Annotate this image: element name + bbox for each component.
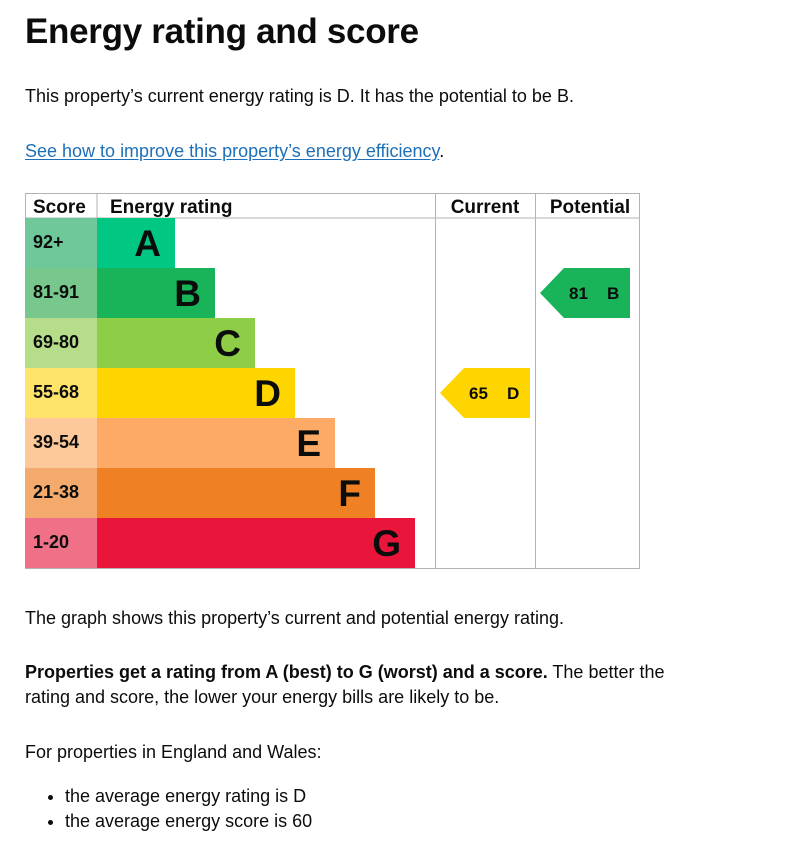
regional-intro: For properties in England and Wales: <box>25 742 322 762</box>
band-row-g: 1-20 G <box>25 518 415 568</box>
rating-bands: 92+ A 81-91 B 69-80 C 55-68 D 39-54 E 21-38 F 1-20 G <box>25 218 415 568</box>
band-row-c: 69-80 C <box>25 318 255 368</box>
band-letter-e: E <box>296 423 321 464</box>
ratings-info-rest: The better the rating and score, the low… <box>25 662 665 707</box>
band-range-e: 39-54 <box>33 432 79 452</box>
graph-caption: The graph shows this property’s current … <box>25 608 564 628</box>
current-rating-marker-letter: D <box>507 384 519 403</box>
band-bar-c <box>97 318 255 368</box>
band-bar-b <box>97 268 215 318</box>
potential-rating-marker-arrow <box>540 268 630 318</box>
average-rating-item: the average energy rating is D <box>65 784 312 809</box>
score-cell-b <box>25 268 97 318</box>
score-cell-a <box>25 218 97 268</box>
page-title: Energy rating and score <box>25 12 419 51</box>
band-range-b: 81-91 <box>33 282 79 302</box>
link-suffix: . <box>439 141 445 161</box>
band-range-g: 1-20 <box>33 532 69 552</box>
band-bar-d <box>97 368 295 418</box>
improve-link-line: See how to improve this property’s energ… <box>25 139 444 164</box>
band-letter-d: D <box>254 373 281 414</box>
band-row-a: 92+ A <box>25 218 175 268</box>
score-cell-g <box>25 518 97 568</box>
band-bar-e <box>97 418 335 468</box>
header-score: Score <box>33 197 86 218</box>
band-bar-a <box>97 218 175 268</box>
band-letter-a: A <box>134 223 161 264</box>
band-row-b: 81-91 B <box>25 268 215 318</box>
rating-markers: 65 D 81 B <box>440 268 630 418</box>
current-rating-marker-arrow <box>440 368 530 418</box>
averages-list: the average energy rating is D the avera… <box>25 784 312 834</box>
header-current: Current <box>451 197 520 218</box>
band-range-c: 69-80 <box>33 332 79 352</box>
band-letter-b: B <box>174 273 201 314</box>
band-range-d: 55-68 <box>33 382 79 402</box>
band-row-e: 39-54 E <box>25 418 335 468</box>
header-potential: Potential <box>550 197 630 218</box>
ratings-info: Properties get a rating from A (best) to… <box>25 660 665 710</box>
score-cell-e <box>25 418 97 468</box>
band-letter-c: C <box>214 323 241 364</box>
band-letter-g: G <box>372 523 401 564</box>
current-rating-marker: 65 D <box>440 368 530 418</box>
band-letter-f: F <box>338 473 361 514</box>
score-cell-f <box>25 468 97 518</box>
score-cell-c <box>25 318 97 368</box>
potential-rating-marker-letter: B <box>607 284 619 303</box>
improve-efficiency-link[interactable]: See how to improve this property’s energ… <box>25 141 440 161</box>
potential-rating-marker-score: 81 <box>569 284 588 303</box>
band-range-a: 92+ <box>33 232 64 252</box>
band-row-f: 21-38 F <box>25 468 375 518</box>
epc-chart: Score Energy rating Current Potential 92… <box>25 193 640 569</box>
band-range-f: 21-38 <box>33 482 79 502</box>
band-bar-f <box>97 468 375 518</box>
potential-rating-marker: 81 B <box>540 268 630 318</box>
band-row-d: 55-68 D <box>25 368 295 418</box>
current-rating-marker-score: 65 <box>469 384 488 403</box>
average-score-item: the average energy score is 60 <box>65 809 312 834</box>
ratings-info-bold: Properties get a rating from A (best) to… <box>25 662 548 682</box>
header-energy-rating: Energy rating <box>110 197 232 218</box>
rating-summary: This property’s current energy rating is… <box>25 86 574 106</box>
band-bar-g <box>97 518 415 568</box>
score-cell-d <box>25 368 97 418</box>
